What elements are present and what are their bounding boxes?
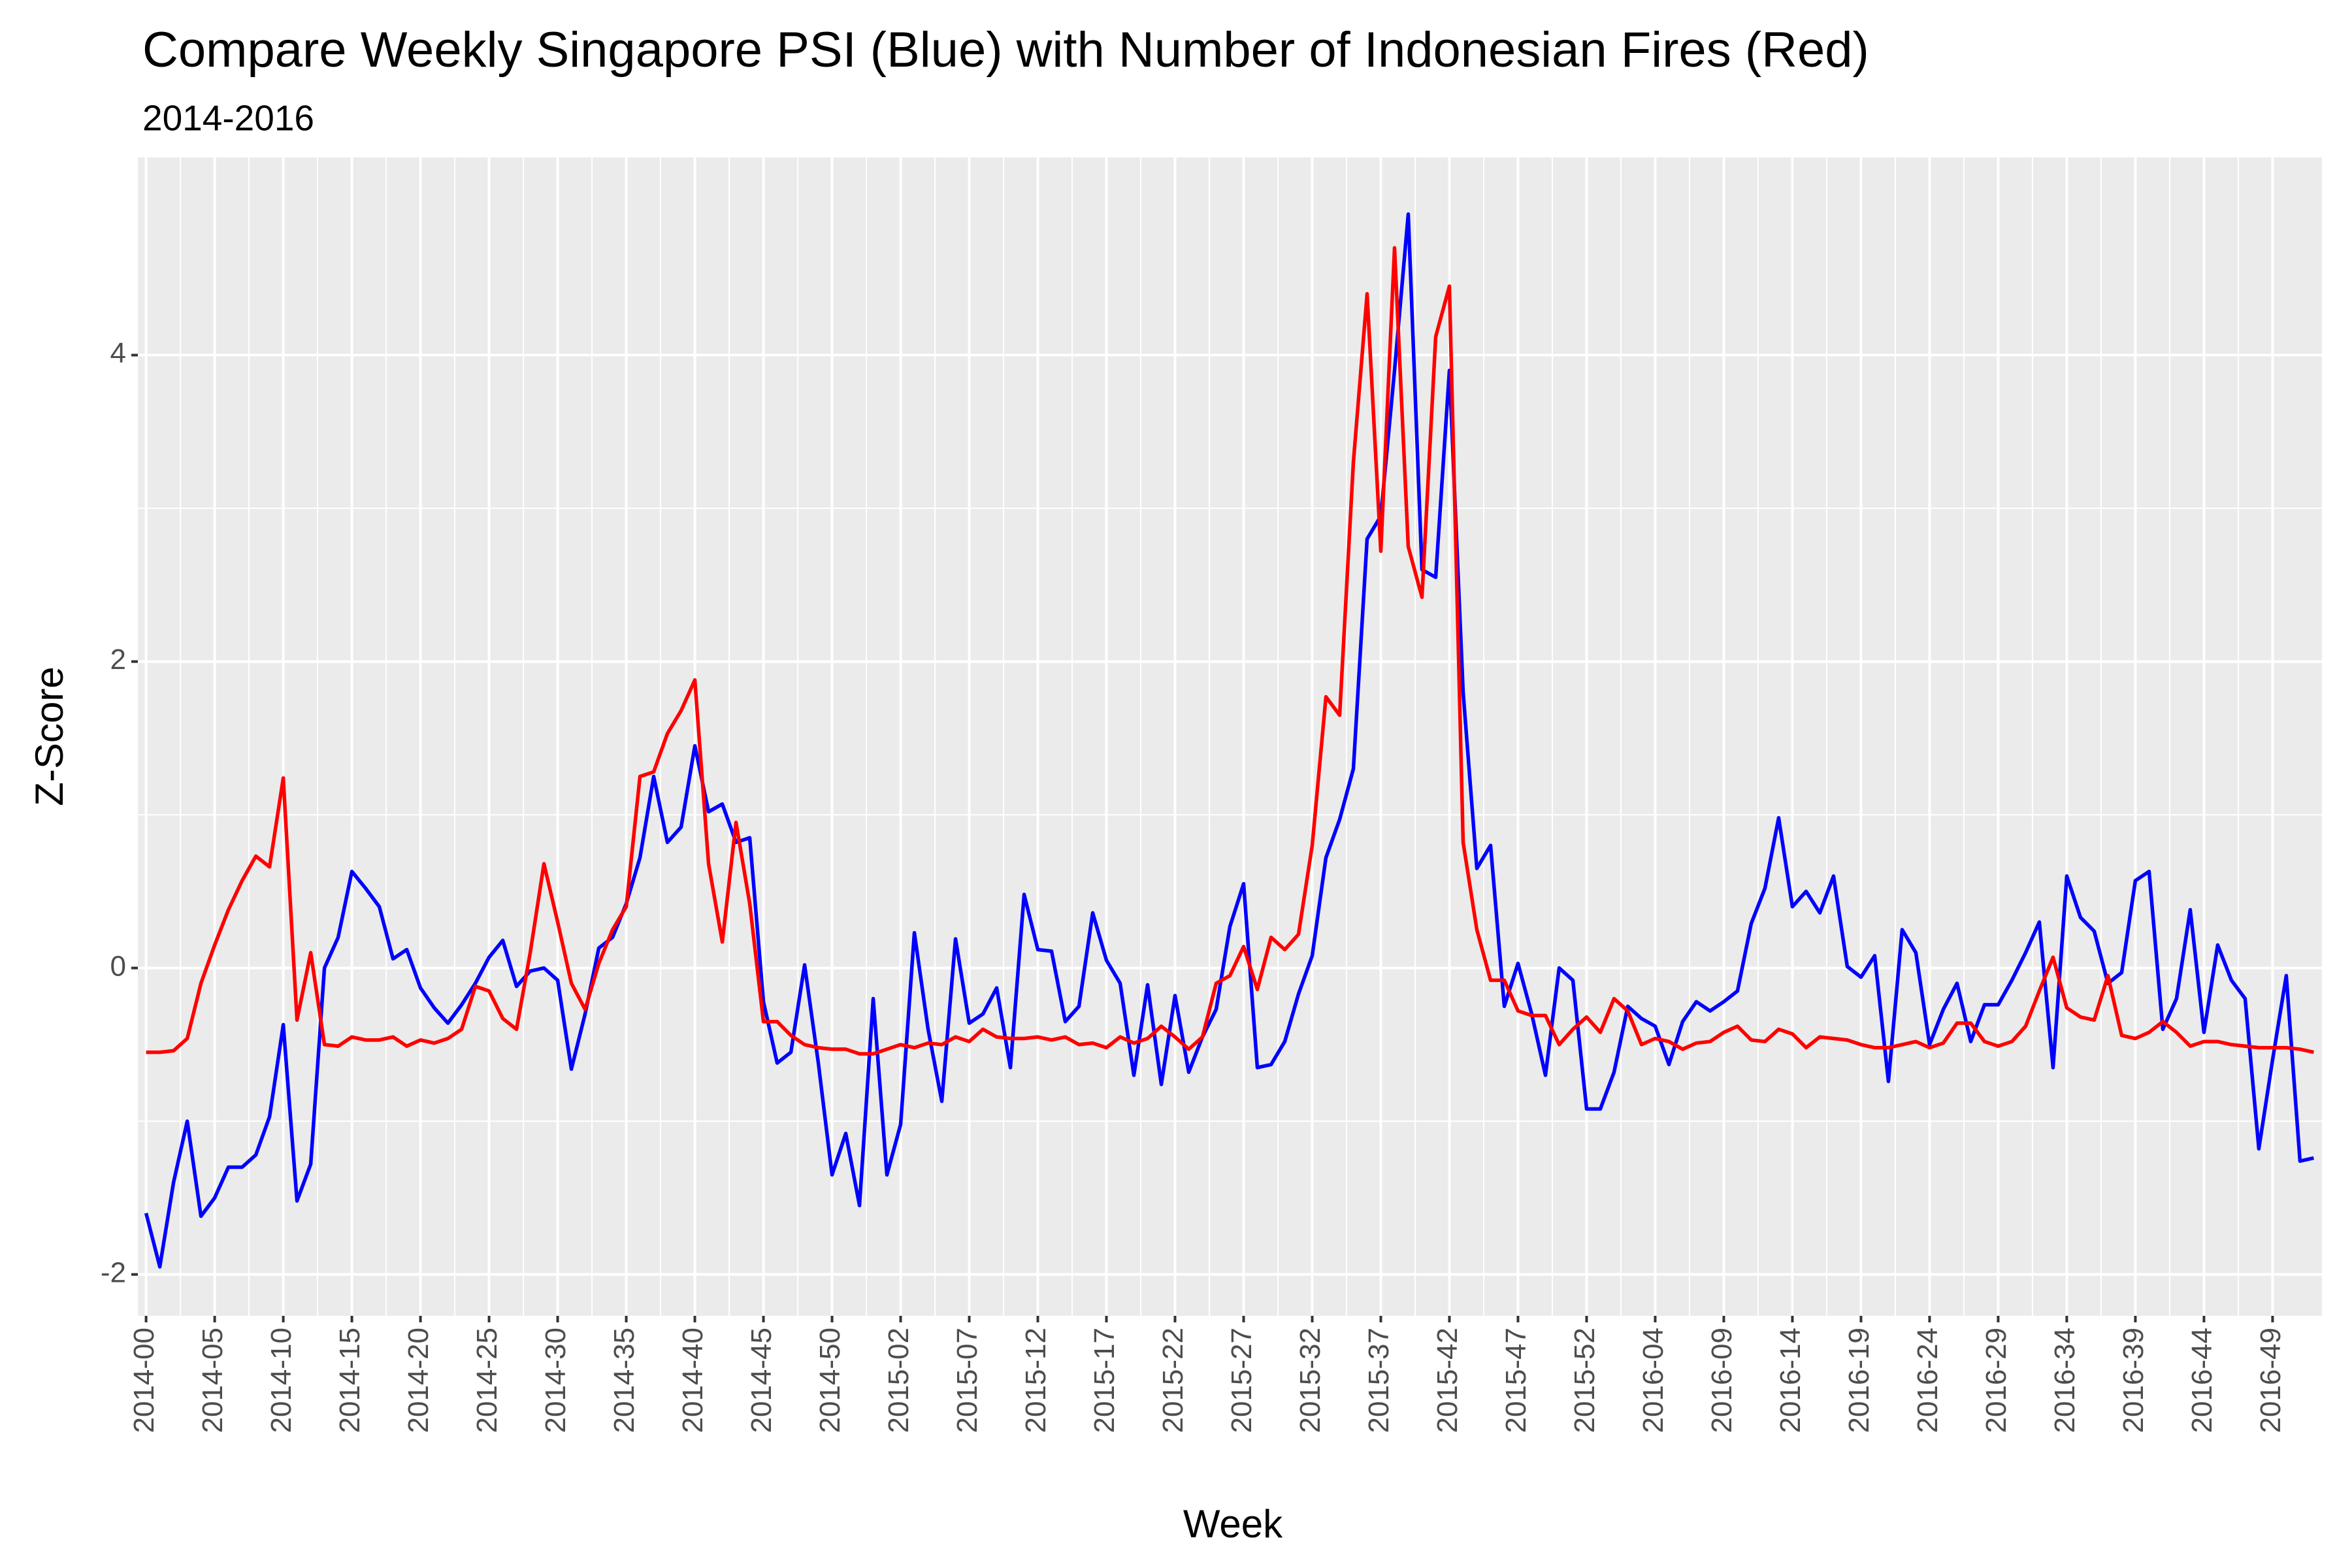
x-tick-label: 2014-45 xyxy=(745,1328,777,1433)
x-tick-label: 2015-12 xyxy=(1020,1328,1052,1433)
x-tick-label: 2014-05 xyxy=(197,1328,229,1433)
x-tick-label: 2015-47 xyxy=(1500,1328,1532,1433)
x-tick-label: 2015-22 xyxy=(1157,1328,1189,1433)
y-axis-title: Z-Score xyxy=(27,666,71,806)
x-tick-label: 2016-44 xyxy=(2186,1328,2218,1433)
x-tick-label: 2014-10 xyxy=(265,1328,297,1433)
chart-title: Compare Weekly Singapore PSI (Blue) with… xyxy=(142,22,1869,78)
x-tick-label: 2014-50 xyxy=(814,1328,846,1433)
x-tick-label: 2016-49 xyxy=(2255,1328,2287,1433)
x-tick-label: 2015-02 xyxy=(883,1328,915,1433)
x-tick-label: 2016-39 xyxy=(2117,1328,2149,1433)
x-tick-label: 2016-09 xyxy=(1706,1328,1738,1433)
x-tick-label: 2014-35 xyxy=(608,1328,640,1433)
x-tick-label: 2015-37 xyxy=(1363,1328,1395,1433)
x-tick-label: 2015-27 xyxy=(1226,1328,1258,1433)
x-tick-label: 2016-29 xyxy=(1980,1328,2012,1433)
x-tick-label: 2016-19 xyxy=(1843,1328,1875,1433)
x-tick-label: 2015-42 xyxy=(1431,1328,1463,1433)
x-tick-label: 2015-07 xyxy=(951,1328,983,1433)
chart-subtitle: 2014-2016 xyxy=(142,98,314,139)
x-tick-label: 2014-15 xyxy=(334,1328,366,1433)
x-tick-label: 2016-14 xyxy=(1774,1328,1806,1433)
x-tick-label: 2015-52 xyxy=(1569,1328,1601,1433)
x-tick-label: 2014-40 xyxy=(677,1328,709,1433)
y-tick-label: 4 xyxy=(110,337,126,369)
x-tick-label: 2016-04 xyxy=(1637,1328,1669,1433)
x-tick-label: 2015-32 xyxy=(1294,1328,1326,1433)
panel xyxy=(138,157,2322,1316)
x-tick-label: 2014-30 xyxy=(540,1328,572,1433)
y-tick-label: 2 xyxy=(110,644,126,676)
x-tick-label: 2014-00 xyxy=(128,1328,160,1433)
x-tick-label: 2014-20 xyxy=(402,1328,434,1433)
x-tick-label: 2015-17 xyxy=(1088,1328,1120,1433)
x-tick-label: 2014-25 xyxy=(471,1328,503,1433)
x-tick-label: 2016-24 xyxy=(1912,1328,1944,1433)
x-tick-label: 2016-34 xyxy=(2049,1328,2081,1433)
y-tick-label: 0 xyxy=(110,950,126,982)
x-axis-title: Week xyxy=(1183,1502,1283,1546)
y-tick-label: -2 xyxy=(101,1256,126,1288)
